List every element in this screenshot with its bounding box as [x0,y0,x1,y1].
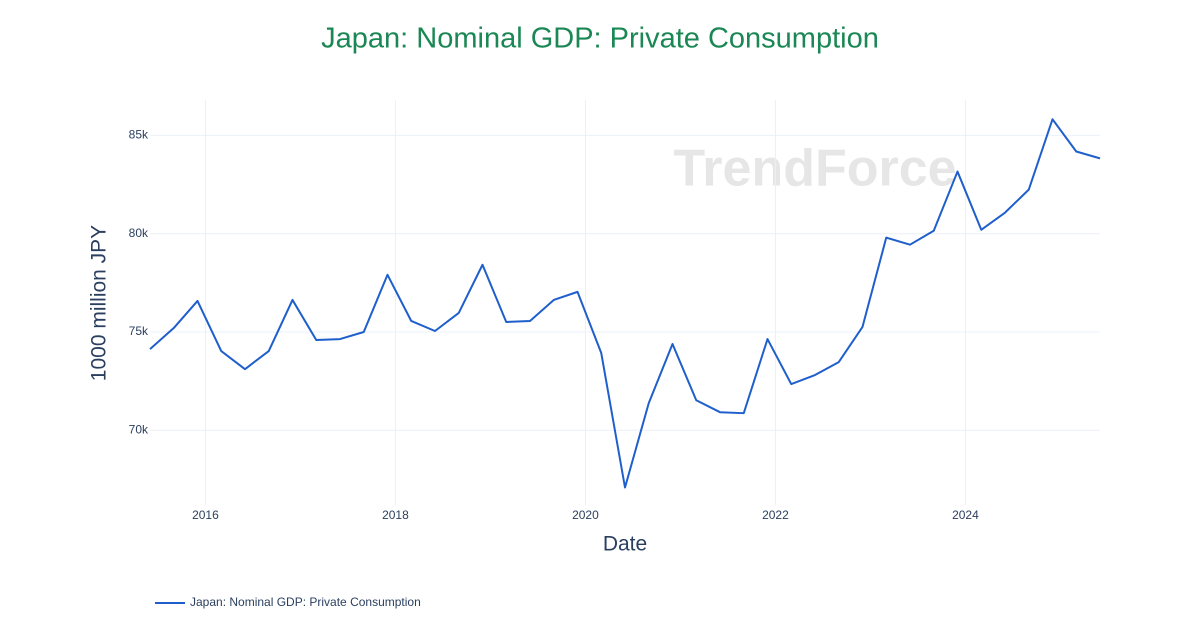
y-tick-label: 75k [129,324,149,338]
y-tick-label: 80k [129,226,149,240]
watermark: TrendForce [673,140,956,198]
y-axis-label: 1000 million JPY [88,225,111,381]
chart-title: Japan: Nominal GDP: Private Consumption [321,23,879,55]
y-tick-label: 70k [129,422,149,436]
x-tick-label: 2018 [382,508,409,522]
data-line [149,118,1101,489]
x-tick-label: 2022 [762,508,789,522]
x-tick-label: 2016 [192,508,219,522]
x-axis-label: Date [603,533,647,556]
grid [150,100,1100,505]
x-tick-label: 2024 [952,508,979,522]
x-tick-label: 2020 [572,508,599,522]
legend-label: Japan: Nominal GDP: Private Consumption [190,595,421,609]
y-tick-label: 85k [129,128,149,142]
